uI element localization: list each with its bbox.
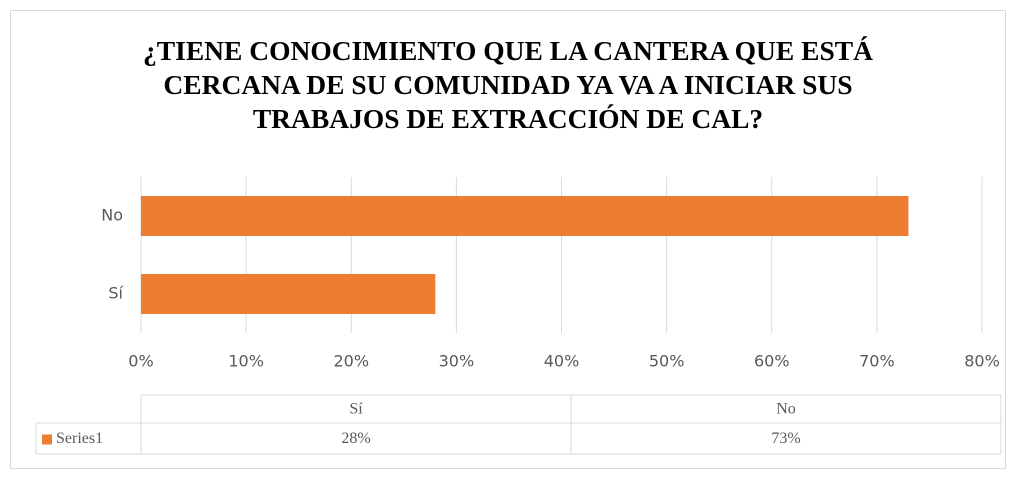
bar [141, 196, 909, 236]
chart-border [10, 10, 1006, 469]
x-tick-label: 50% [649, 352, 685, 371]
data-label: 73% [771, 430, 800, 447]
table-header: No [776, 401, 796, 418]
x-tick-label: 70% [859, 352, 895, 371]
x-tick-label: 20% [333, 352, 369, 371]
legend-label: Series1 [56, 430, 103, 447]
legend-key [42, 434, 52, 445]
x-tick-label: 0% [128, 352, 153, 371]
x-tick-label: 40% [544, 352, 580, 371]
table-header: Sí [349, 401, 363, 418]
y-tick-label: Sí [108, 284, 123, 303]
data-label: 28% [341, 430, 370, 447]
chart-title: ¿TIENE CONOCIMIENTO QUE LA CANTERA QUE E… [143, 35, 873, 134]
x-tick-label: 80% [964, 352, 1000, 371]
y-tick-label: No [101, 206, 123, 225]
bar [141, 274, 436, 314]
x-tick-label: 60% [754, 352, 790, 371]
x-tick-label: 30% [439, 352, 475, 371]
x-tick-label: 10% [228, 352, 264, 371]
